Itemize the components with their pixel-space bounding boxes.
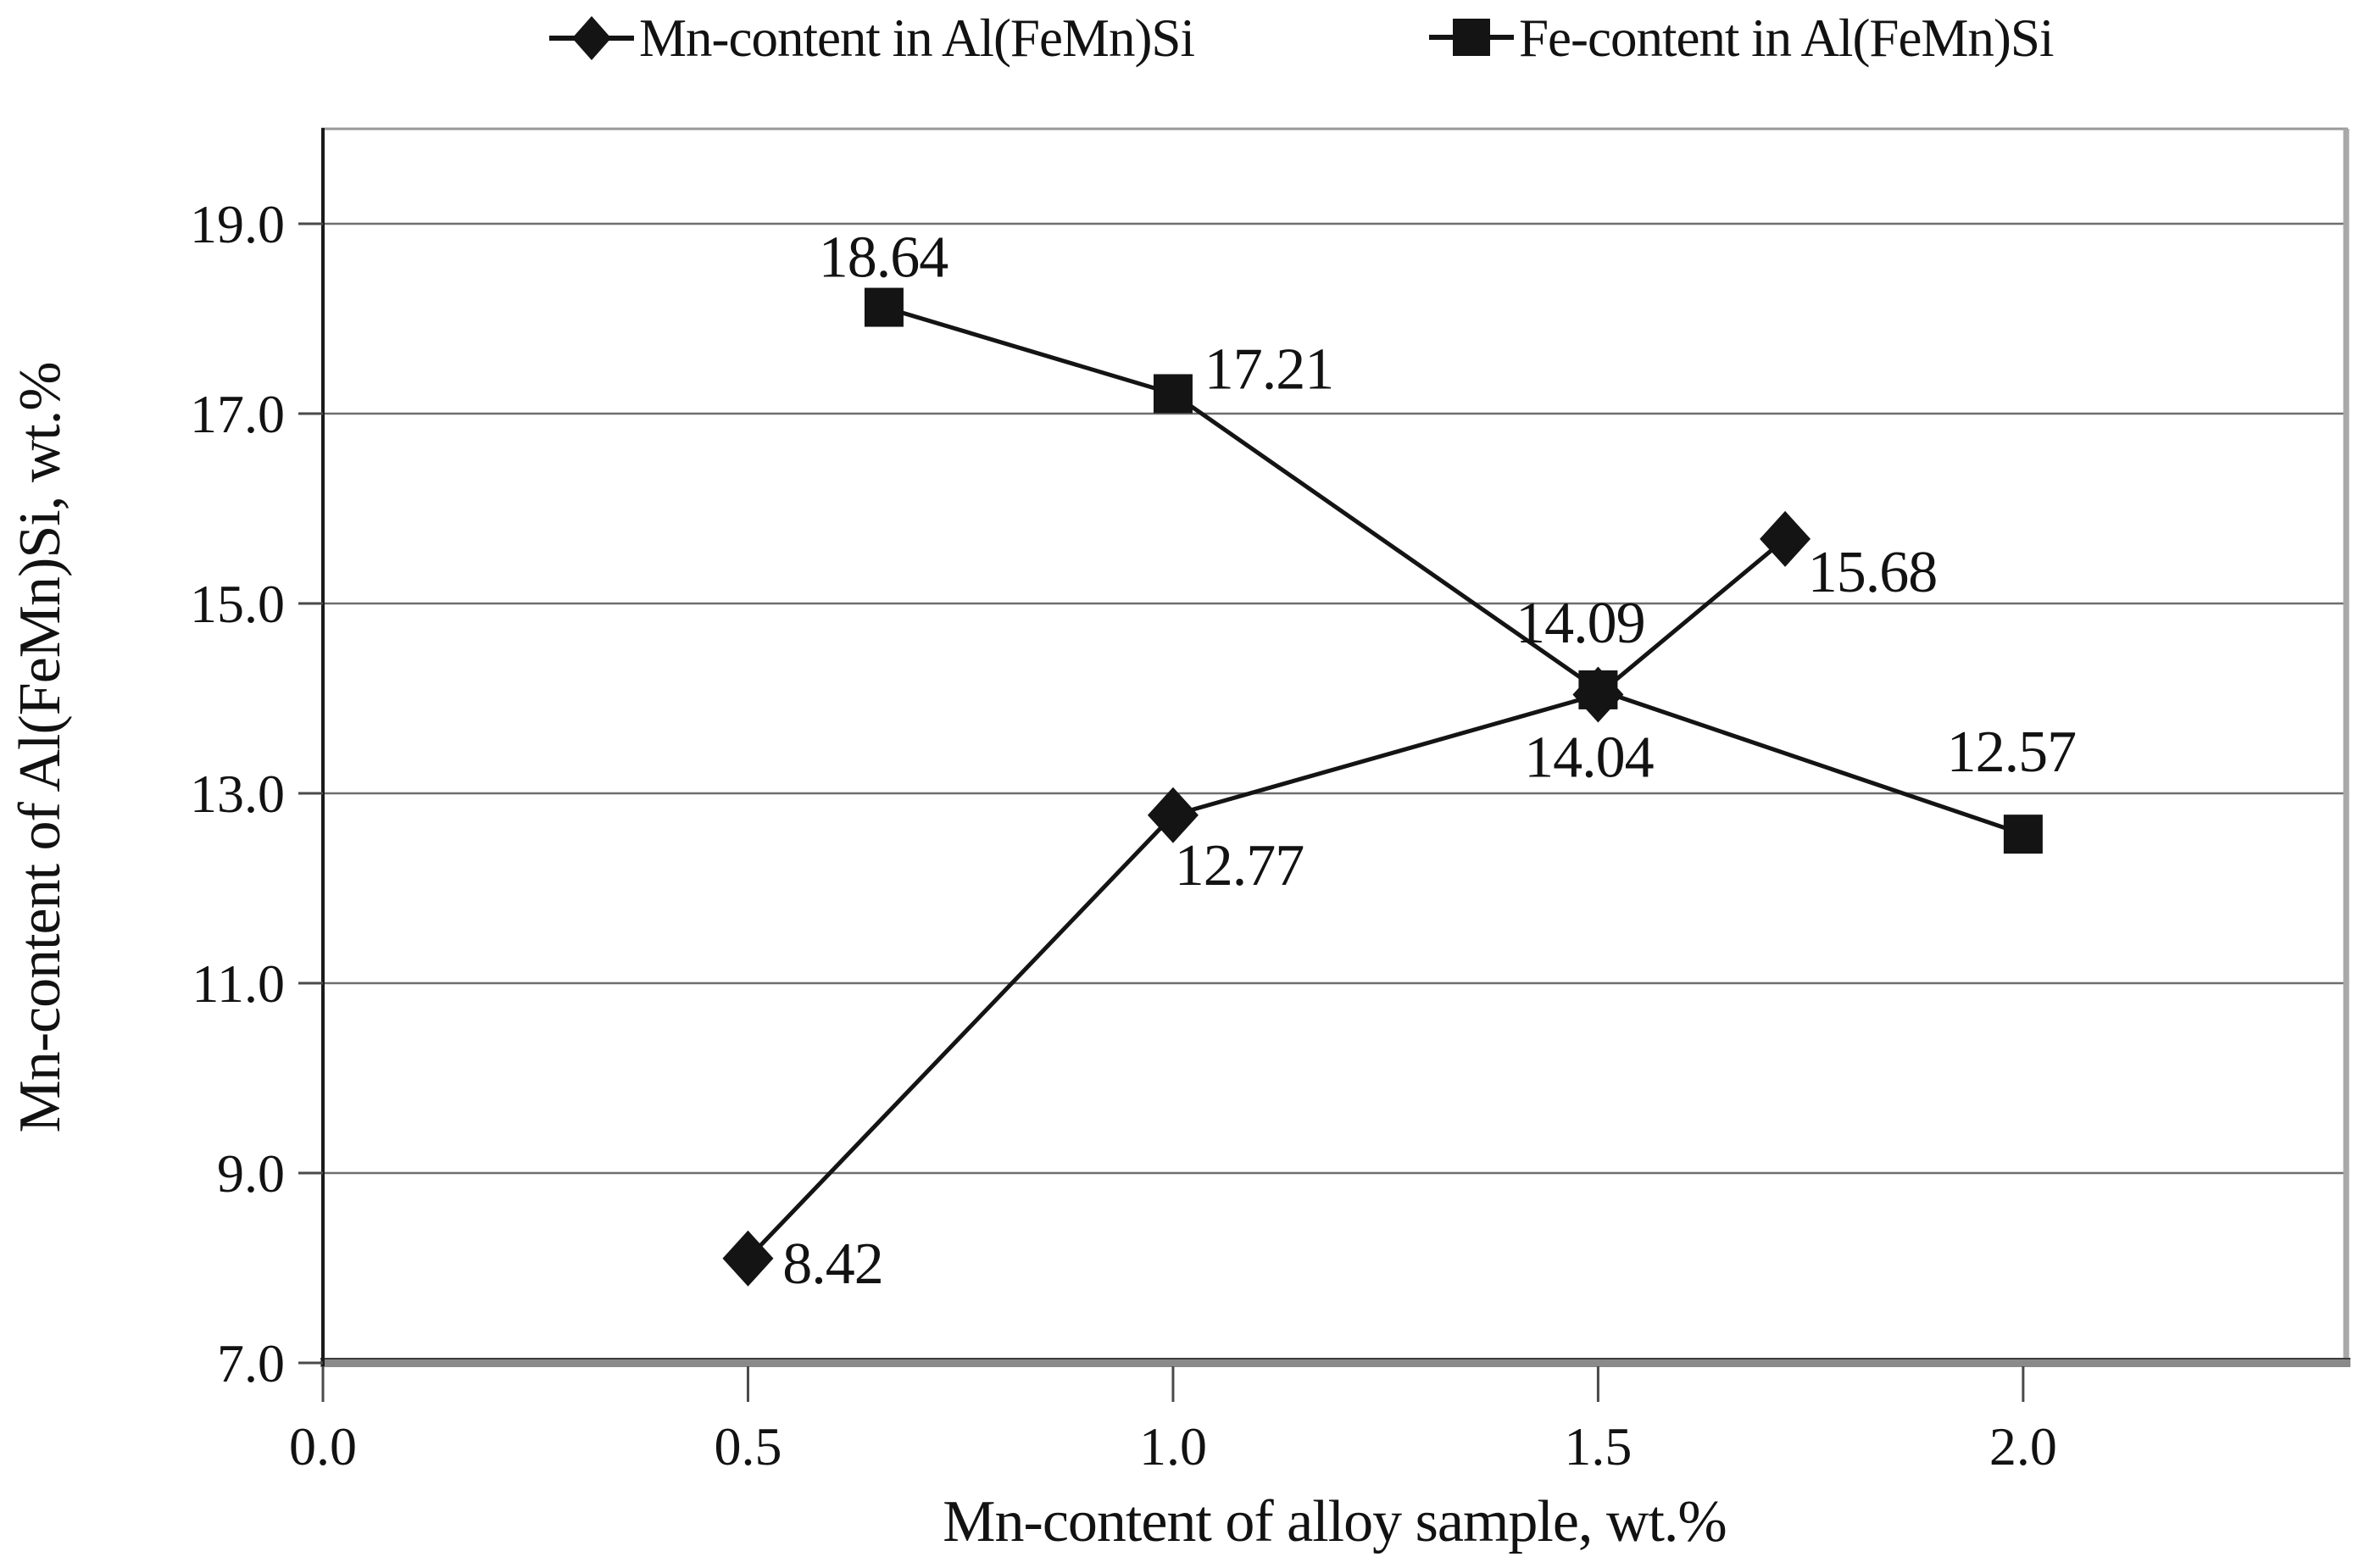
- y-tick-label: 7.0: [217, 1333, 285, 1393]
- square-icon: [1429, 0, 1514, 79]
- x-axis-title: Mn-content of alloy sample, wt.%: [943, 1489, 1727, 1554]
- legend-item-mn: Mn-content in Al(FeMn)Si: [549, 0, 1195, 79]
- legend-item-fe: Fe-content in Al(FeMn)Si: [1429, 0, 2054, 79]
- data-label: 15.68: [1808, 540, 1938, 605]
- marker-diamond: [1760, 510, 1811, 567]
- marker-square: [1578, 670, 1618, 709]
- series-line-mn: [746, 537, 1787, 1260]
- x-tick-label: 2.0: [1989, 1416, 2057, 1476]
- marker-square: [1153, 374, 1193, 414]
- x-axis-line: [320, 1359, 2350, 1367]
- y-axis-title: Mn-content of Al(FeMn)Si, wt.%: [8, 362, 73, 1133]
- legend-label-fe: Fe-content in Al(FeMn)Si: [1519, 8, 2054, 68]
- marker-diamond: [1147, 787, 1199, 843]
- legend-label-mn: Mn-content in Al(FeMn)Si: [639, 8, 1195, 68]
- data-label: 14.09: [1516, 591, 1645, 656]
- marker-diamond: [722, 1230, 774, 1287]
- y-tick-label: 19.0: [190, 194, 285, 254]
- y-tick-label: 15.0: [190, 574, 285, 634]
- marker-square: [2003, 815, 2043, 854]
- data-label: 14.04: [1524, 726, 1654, 791]
- x-tick-label: 0.0: [289, 1416, 357, 1476]
- x-tick-label: 1.5: [1564, 1416, 1632, 1476]
- diamond-icon: [549, 0, 634, 79]
- y-tick-label: 11.0: [192, 954, 285, 1014]
- x-tick-label: 1.0: [1139, 1416, 1207, 1476]
- y-tick-label: 13.0: [190, 764, 285, 824]
- y-tick-label: 9.0: [217, 1143, 285, 1204]
- data-label: 8.42: [782, 1232, 883, 1297]
- series-line-fe: [883, 305, 2024, 837]
- marker-square: [864, 287, 904, 327]
- data-label: 17.21: [1204, 336, 1334, 402]
- chart-legend: Mn-content in Al(FeMn)Si Fe-content in A…: [0, 2, 2364, 75]
- y-tick-label: 17.0: [190, 384, 285, 444]
- data-label: 18.64: [819, 225, 948, 291]
- data-label: 12.57: [1947, 720, 2077, 785]
- x-tick-label: 0.5: [714, 1416, 782, 1476]
- data-label: 12.77: [1175, 833, 1304, 898]
